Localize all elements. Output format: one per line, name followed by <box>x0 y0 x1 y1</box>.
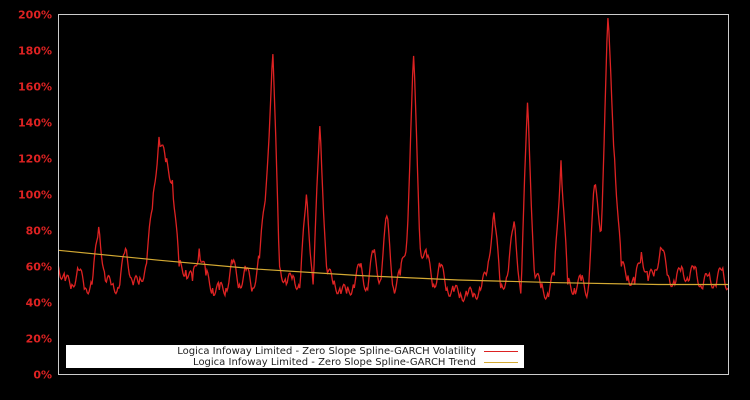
legend-label-trend: Logica Infoway Limited - Zero Slope Spli… <box>193 357 476 368</box>
y-tick-label: 140% <box>18 116 52 129</box>
volatility-line <box>57 18 729 303</box>
legend-swatch-volatility <box>484 351 518 352</box>
y-tick-label: 100% <box>18 188 52 201</box>
y-tick-label: 20% <box>25 332 52 345</box>
legend-item-volatility: Logica Infoway Limited - Zero Slope Spli… <box>177 346 518 357</box>
legend-swatch-trend <box>484 362 518 363</box>
y-tick-label: 80% <box>25 224 52 237</box>
y-tick-label: 60% <box>25 260 52 273</box>
plot-frame <box>58 14 729 375</box>
y-tick-label: 0% <box>33 368 52 381</box>
y-tick-label: 120% <box>18 152 52 165</box>
y-tick-label: 40% <box>25 296 52 309</box>
y-tick-label: 200% <box>18 8 52 21</box>
y-tick-label: 180% <box>18 44 52 57</box>
legend-label-volatility: Logica Infoway Limited - Zero Slope Spli… <box>177 346 476 357</box>
legend-item-trend: Logica Infoway Limited - Zero Slope Spli… <box>193 357 518 368</box>
legend: Logica Infoway Limited - Zero Slope Spli… <box>66 345 524 368</box>
y-tick-label: 160% <box>18 80 52 93</box>
series-layer <box>57 18 729 303</box>
trend-line <box>58 249 729 286</box>
